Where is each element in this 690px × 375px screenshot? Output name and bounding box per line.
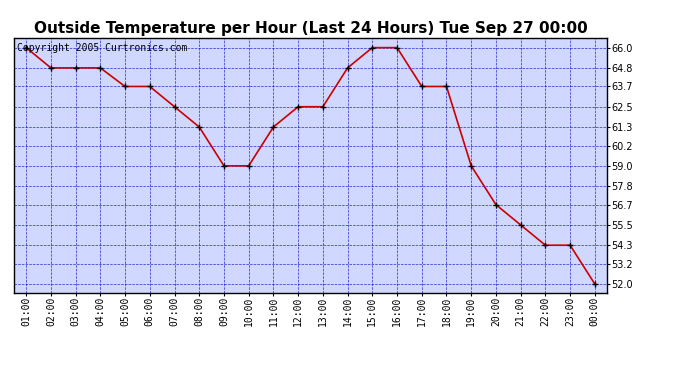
Text: Copyright 2005 Curtronics.com: Copyright 2005 Curtronics.com (17, 43, 187, 52)
Title: Outside Temperature per Hour (Last 24 Hours) Tue Sep 27 00:00: Outside Temperature per Hour (Last 24 Ho… (34, 21, 587, 36)
